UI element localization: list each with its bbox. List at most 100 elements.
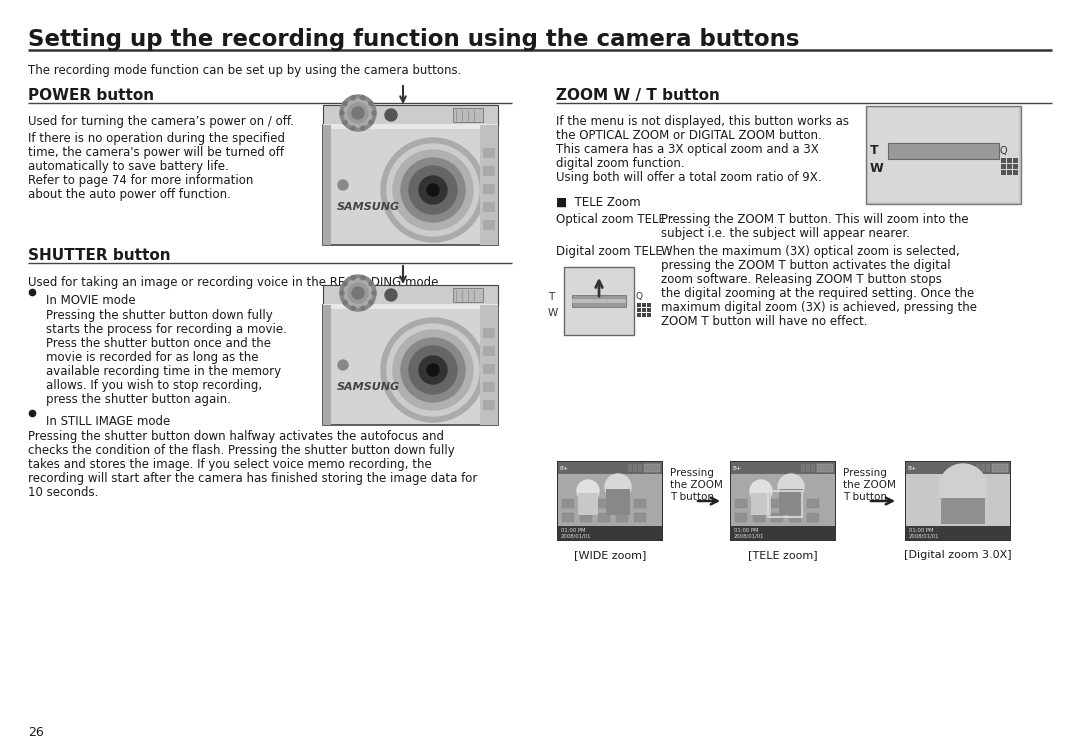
Text: checks the condition of the flash. Pressing the shutter button down fully: checks the condition of the flash. Press…: [28, 444, 455, 457]
Bar: [323, 285, 498, 305]
Text: allows. If you wish to stop recording,: allows. If you wish to stop recording,: [46, 379, 262, 392]
Bar: [731, 526, 835, 540]
Bar: [483, 346, 495, 356]
Text: Refer to page 74 for more information: Refer to page 74 for more information: [28, 174, 254, 187]
Circle shape: [384, 109, 397, 121]
Text: Used for turning the camera’s power on / off.: Used for turning the camera’s power on /…: [28, 115, 294, 128]
Bar: [483, 166, 495, 176]
Text: Used for taking an image or recording voice in the RECORDING mode.: Used for taking an image or recording vo…: [28, 276, 442, 289]
Text: movie is recorded for as long as the: movie is recorded for as long as the: [46, 351, 258, 364]
Text: zoom software. Releasing ZOOM T button stops: zoom software. Releasing ZOOM T button s…: [661, 273, 942, 286]
Bar: [753, 513, 765, 522]
Bar: [905, 461, 1011, 541]
Bar: [906, 462, 1010, 474]
Bar: [647, 303, 651, 307]
Bar: [483, 220, 495, 230]
Bar: [633, 464, 637, 472]
Bar: [1007, 164, 1012, 169]
Bar: [779, 489, 804, 515]
Text: available recording time in the memory: available recording time in the memory: [46, 365, 281, 378]
Text: subject i.e. the subject will appear nearer.: subject i.e. the subject will appear nea…: [661, 227, 910, 240]
Circle shape: [381, 318, 485, 422]
Bar: [768, 491, 802, 517]
Circle shape: [343, 281, 347, 286]
Text: time, the camera's power will be turned off: time, the camera's power will be turned …: [28, 146, 284, 159]
Circle shape: [372, 291, 376, 295]
Bar: [562, 499, 573, 508]
Circle shape: [778, 474, 804, 500]
Circle shape: [361, 276, 365, 280]
Bar: [751, 493, 771, 515]
Bar: [637, 303, 642, 307]
Bar: [976, 464, 980, 472]
Bar: [572, 295, 626, 307]
Bar: [1007, 158, 1012, 163]
Text: If there is no operation during the specified: If there is no operation during the spec…: [28, 132, 285, 145]
Bar: [483, 382, 495, 392]
Bar: [906, 462, 1010, 540]
Bar: [941, 498, 985, 524]
Bar: [616, 513, 627, 522]
Text: 2008/01/01: 2008/01/01: [734, 534, 765, 539]
Bar: [558, 462, 662, 540]
Bar: [807, 499, 819, 508]
Bar: [906, 474, 1010, 526]
Circle shape: [401, 158, 465, 222]
Text: takes and stores the image. If you select voice memo recording, the: takes and stores the image. If you selec…: [28, 458, 432, 471]
Bar: [647, 308, 651, 312]
Bar: [323, 305, 330, 425]
Bar: [598, 499, 610, 508]
Bar: [647, 313, 651, 317]
Text: [WIDE zoom]: [WIDE zoom]: [573, 550, 646, 560]
Bar: [731, 462, 835, 540]
Bar: [730, 461, 836, 541]
Bar: [1013, 170, 1018, 175]
Bar: [807, 513, 819, 522]
Text: 2008/01/01: 2008/01/01: [561, 534, 592, 539]
Bar: [483, 328, 495, 338]
Circle shape: [372, 111, 376, 115]
Bar: [557, 461, 663, 541]
Bar: [483, 184, 495, 194]
Bar: [480, 125, 498, 245]
Bar: [616, 499, 627, 508]
Bar: [753, 499, 765, 508]
Circle shape: [345, 279, 372, 307]
Circle shape: [939, 464, 987, 512]
Text: Pressing the shutter button down fully: Pressing the shutter button down fully: [46, 309, 273, 322]
Text: maximum digital zoom (3X) is achieved, pressing the: maximum digital zoom (3X) is achieved, p…: [661, 301, 977, 314]
Circle shape: [343, 301, 347, 304]
Bar: [634, 499, 646, 508]
Circle shape: [351, 276, 355, 280]
Text: In MOVIE mode: In MOVIE mode: [46, 294, 136, 307]
Text: 26: 26: [28, 726, 44, 739]
Bar: [580, 499, 592, 508]
Text: 01:00 PM: 01:00 PM: [734, 528, 758, 533]
Bar: [731, 474, 835, 526]
Circle shape: [352, 107, 364, 119]
Text: Q: Q: [636, 292, 643, 301]
Bar: [558, 526, 662, 540]
Text: [Digital zoom 3.0X]: [Digital zoom 3.0X]: [904, 550, 1012, 560]
Bar: [558, 474, 662, 526]
Bar: [637, 308, 642, 312]
Text: SAMSUNG: SAMSUNG: [337, 202, 400, 212]
Circle shape: [427, 364, 438, 376]
Text: Pressing the ZOOM T button. This will zoom into the: Pressing the ZOOM T button. This will zo…: [661, 213, 969, 226]
Bar: [1001, 170, 1005, 175]
Bar: [564, 267, 634, 335]
Circle shape: [409, 346, 457, 394]
Text: automatically to save battery life.: automatically to save battery life.: [28, 160, 229, 173]
Text: If the menu is not displayed, this button works as: If the menu is not displayed, this butto…: [556, 115, 849, 128]
Circle shape: [369, 120, 373, 125]
Circle shape: [605, 474, 631, 500]
Text: T: T: [548, 292, 554, 302]
Text: In STILL IMAGE mode: In STILL IMAGE mode: [46, 415, 171, 428]
Bar: [598, 513, 610, 522]
Circle shape: [384, 289, 397, 301]
Text: W: W: [870, 163, 883, 175]
Circle shape: [361, 95, 365, 100]
Circle shape: [750, 480, 772, 502]
Bar: [816, 464, 833, 472]
Bar: [888, 143, 999, 159]
